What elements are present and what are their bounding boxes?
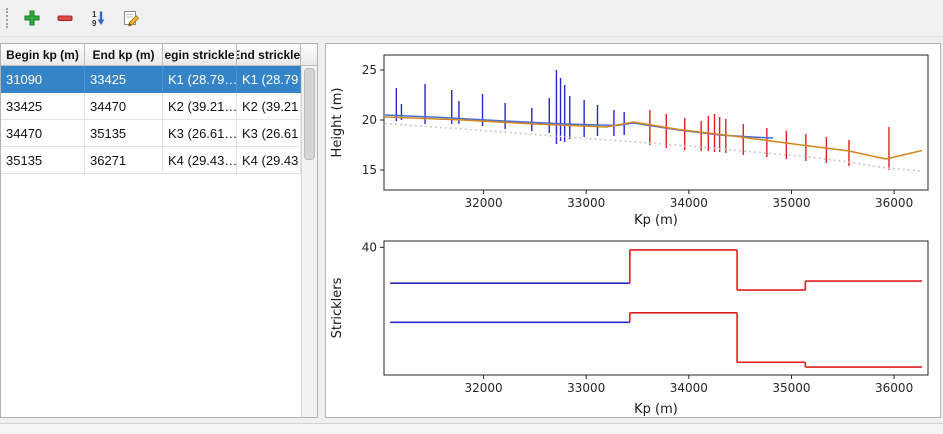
table-cell: 34470 (1, 120, 85, 147)
x-tick-label: 34000 (670, 196, 708, 210)
y-axis-label: Stricklers (330, 277, 345, 338)
x-axis-label: Kp (m) (634, 402, 678, 417)
x-tick-label: 32000 (464, 381, 502, 395)
column-header-begin-strickler[interactable]: egin strickle (163, 44, 237, 66)
table-cell: K4 (29.43… (163, 147, 237, 174)
scrollbar-thumb[interactable] (304, 68, 315, 160)
x-tick-label: 35000 (772, 381, 810, 395)
table-cell: K3 (26.61… (237, 120, 301, 147)
y-axis-label: Height (m) (330, 88, 345, 158)
sort-numeric-icon: 1 9 (89, 9, 107, 27)
x-tick-label: 35000 (772, 196, 810, 210)
vertical-scrollbar[interactable] (301, 66, 317, 417)
y-tick-label: 15 (362, 163, 377, 177)
height-profile-chart: 32000 33000 34000 35000 36000 15 20 25 Kp (m) Hei… (330, 54, 929, 228)
add-plus-icon (23, 9, 41, 27)
column-header-end-strickler[interactable]: End strickler (237, 44, 301, 66)
charts-panel: 32000 33000 34000 35000 36000 15 20 25 Kp (m) Hei… (325, 43, 941, 418)
table-cell: K3 (26.61… (163, 120, 237, 147)
status-bar (0, 423, 943, 434)
x-tick-label: 34000 (670, 381, 708, 395)
x-tick-label: 33000 (567, 381, 605, 395)
y-tick-label: 25 (362, 63, 377, 77)
remove-button[interactable] (51, 5, 79, 31)
x-tick-label: 36000 (875, 381, 913, 395)
table-cell: 33425 (85, 66, 163, 93)
table-cell: K2 (39.21… (237, 93, 301, 120)
table-cell: 36271 (85, 147, 163, 174)
table-cell: 35135 (85, 120, 163, 147)
svg-text:9: 9 (92, 19, 97, 27)
strickler-zones-table: Begin kp (m) End kp (m) egin strickle En… (0, 43, 318, 418)
table-cell: 34470 (85, 93, 163, 120)
table-cell: 31090 (1, 66, 85, 93)
y-tick-label: 40 (362, 240, 377, 254)
toolbar: 1 9 (0, 0, 943, 37)
add-button[interactable] (18, 5, 46, 31)
bank-level-line (384, 116, 923, 160)
sort-button[interactable]: 1 9 (84, 5, 112, 31)
table-cell: K4 (29.43… (237, 147, 301, 174)
table-cell: 35135 (1, 147, 85, 174)
edit-pencil-icon (122, 9, 140, 27)
column-header-begin-kp[interactable]: Begin kp (m) (1, 44, 85, 66)
table-cell: 33425 (1, 93, 85, 120)
table-cell: K2 (39.21… (163, 93, 237, 120)
plot-frame (383, 54, 929, 191)
edit-button[interactable] (117, 5, 145, 31)
toolbar-grip[interactable] (6, 8, 8, 28)
column-header-end-kp[interactable]: End kp (m) (85, 44, 163, 66)
stricklers-chart: 32000 33000 34000 35000 36000 40 Kp (m) Strickl… (330, 240, 929, 417)
x-tick-label: 33000 (567, 196, 605, 210)
x-tick-label: 32000 (464, 196, 502, 210)
x-axis-label: Kp (m) (634, 213, 678, 228)
remove-minus-icon (56, 9, 74, 27)
table-header: Begin kp (m) End kp (m) egin strickle En… (1, 44, 317, 66)
plot-frame (383, 240, 929, 375)
bottom-level-dotted-line (384, 122, 922, 172)
y-tick-label: 20 (362, 113, 377, 127)
main-content: Begin kp (m) End kp (m) egin strickle En… (0, 37, 943, 423)
header-corner (301, 44, 317, 66)
table-cell: K1 (28.79… (163, 66, 237, 93)
x-tick-label: 36000 (875, 196, 913, 210)
table-cell: K1 (28.79… (237, 66, 301, 93)
svg-text:1: 1 (92, 10, 97, 19)
